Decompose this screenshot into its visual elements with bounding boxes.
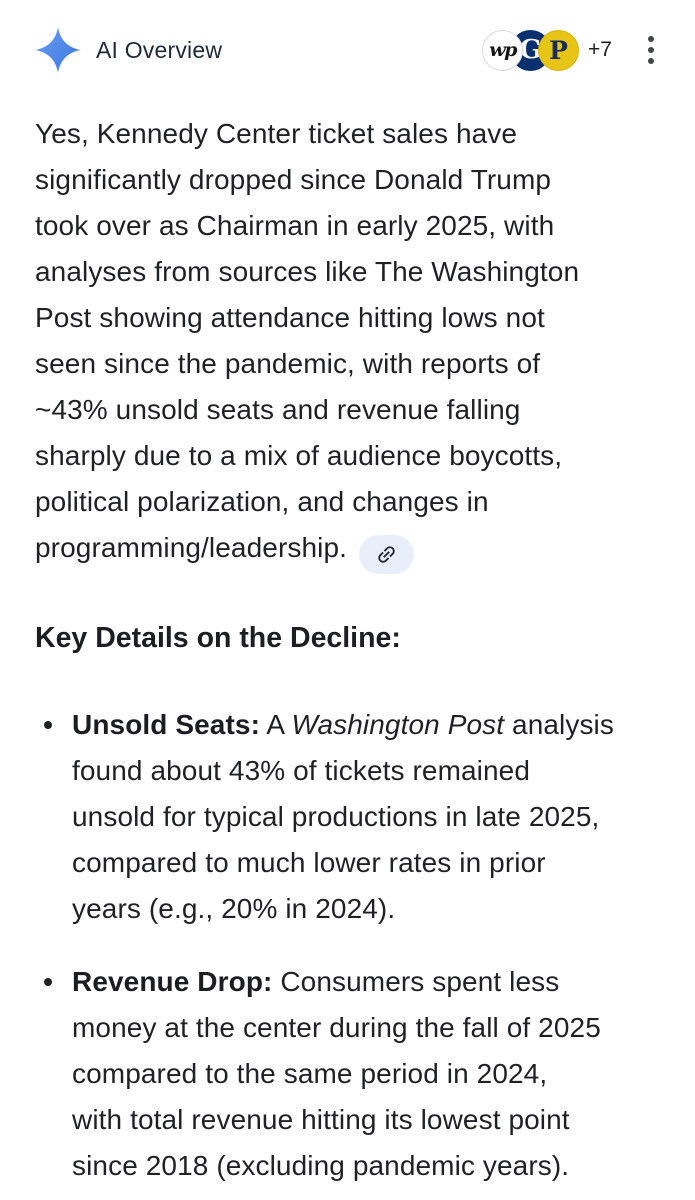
bullet-lead: Unsold Seats: xyxy=(72,709,261,740)
bullet-dot xyxy=(44,721,52,729)
ai-overview-header: AI Overview wp G P +7 xyxy=(35,26,660,74)
ai-overview-header-right: wp G P +7 xyxy=(482,29,660,71)
page-title: AI Overview xyxy=(96,36,223,63)
link-icon xyxy=(378,546,395,563)
washington-post-favicon[interactable]: wp xyxy=(482,29,524,71)
citation-link-chip[interactable] xyxy=(359,535,415,574)
list-item-unsold-seats: Unsold Seats: A Washington Post analysis… xyxy=(35,702,660,932)
kebab-menu-icon[interactable] xyxy=(642,32,660,68)
bullet-dot xyxy=(44,978,52,986)
playbill-favicon[interactable]: P xyxy=(538,29,580,71)
answer-paragraph: Yes, Kennedy Center ticket sales have si… xyxy=(35,111,660,574)
gemini-sparkle-icon xyxy=(35,27,81,73)
section-heading: Key Details on the Decline: xyxy=(35,622,401,654)
bullet-lead: Revenue Drop: xyxy=(72,966,273,997)
bullet-text: A xyxy=(260,709,292,740)
bullet-text: analysis xyxy=(504,709,614,740)
ai-overview-header-left: AI Overview xyxy=(35,27,222,73)
list-item-text: Revenue Drop: Consumers spent less money … xyxy=(72,959,601,1189)
bullet-text: money at the center during the fall of 2… xyxy=(72,1012,601,1181)
answer-paragraph-text: Yes, Kennedy Center ticket sales have si… xyxy=(35,118,580,563)
bullet-text: found about 43% of tickets remained unso… xyxy=(72,755,600,924)
source-favicons: wp G P xyxy=(482,29,580,71)
list-item-revenue-drop: Revenue Drop: Consumers spent less money … xyxy=(35,959,660,1189)
list-item-text: Unsold Seats: A Washington Post analysis… xyxy=(72,702,614,932)
bullet-italic-text: Washington Post xyxy=(291,709,505,740)
bullet-text: Consumers spent less xyxy=(272,966,560,997)
more-sources-count[interactable]: +7 xyxy=(588,38,612,61)
key-details-list: Unsold Seats: A Washington Post analysis… xyxy=(35,702,660,1189)
sources-chip[interactable]: wp G P +7 xyxy=(482,29,612,71)
